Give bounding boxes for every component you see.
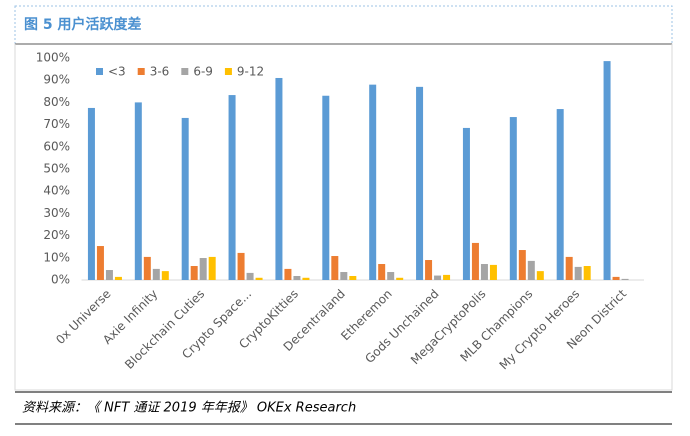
bar <box>536 271 544 280</box>
chart-frame <box>14 43 673 391</box>
bar <box>396 277 404 280</box>
x-tick-label: My Crypto Heroes <box>497 287 583 373</box>
bar <box>369 84 377 280</box>
bar <box>518 250 526 280</box>
y-tick-label: 10% <box>43 250 70 264</box>
legend-label: <3 <box>108 65 126 79</box>
bar <box>331 256 339 280</box>
bar <box>603 61 611 280</box>
bar <box>425 260 433 280</box>
bar <box>143 256 151 280</box>
bar <box>527 260 535 280</box>
bar <box>228 95 236 280</box>
y-tick-label: 20% <box>43 228 70 242</box>
x-tick-label: Blockchain Cuties <box>122 287 207 372</box>
bar <box>556 109 564 280</box>
y-tick-label: 40% <box>43 184 70 198</box>
bar <box>340 272 348 280</box>
y-tick-label: 70% <box>43 117 70 131</box>
bar <box>416 86 424 280</box>
bar <box>96 246 104 280</box>
bar <box>302 277 310 280</box>
bar <box>583 266 591 280</box>
y-tick-label: 90% <box>43 73 70 87</box>
legend-swatch <box>181 68 189 75</box>
bar <box>87 107 95 280</box>
bar <box>378 264 386 280</box>
bar <box>161 271 169 280</box>
legend-label: 3-6 <box>150 65 170 79</box>
bar <box>114 276 122 280</box>
legend-swatch <box>137 68 145 75</box>
legend-swatch <box>224 68 232 75</box>
bar <box>293 276 301 280</box>
y-tick-label: 50% <box>43 162 70 176</box>
bar <box>255 277 263 280</box>
bar <box>612 276 620 280</box>
bar <box>181 117 189 280</box>
bar <box>462 127 470 281</box>
bar <box>322 95 330 281</box>
bar <box>480 264 488 280</box>
bar <box>190 266 198 280</box>
bar <box>237 252 245 280</box>
bar <box>134 102 142 281</box>
bar <box>471 242 479 280</box>
source-note: 资料来源：《 NFT 通证 2019 年年报》 OKEx Research <box>22 401 356 416</box>
legend-label: 9-12 <box>237 65 264 79</box>
y-tick-label: 30% <box>43 206 70 220</box>
legend-label: 6-9 <box>193 65 213 79</box>
bar <box>284 268 292 280</box>
bar <box>246 272 254 280</box>
bar <box>509 117 517 280</box>
bar <box>152 268 160 280</box>
bar <box>621 278 629 280</box>
bar <box>443 274 451 280</box>
bar <box>565 256 573 280</box>
y-tick-label: 100% <box>36 51 70 65</box>
title-frame <box>14 5 673 45</box>
bar <box>275 77 283 280</box>
bar <box>574 266 582 280</box>
bar <box>105 270 113 280</box>
legend-swatch <box>96 68 103 75</box>
y-tick-label: 80% <box>43 95 70 109</box>
chart-title: 图 5 用户活跃度差 <box>24 16 142 33</box>
bar <box>434 275 442 280</box>
y-tick-label: 0% <box>51 273 70 287</box>
y-tick-label: 60% <box>43 139 70 153</box>
bar <box>489 264 497 280</box>
bar <box>208 256 216 280</box>
bar <box>349 276 357 280</box>
bar <box>387 272 395 280</box>
bar <box>199 258 207 280</box>
